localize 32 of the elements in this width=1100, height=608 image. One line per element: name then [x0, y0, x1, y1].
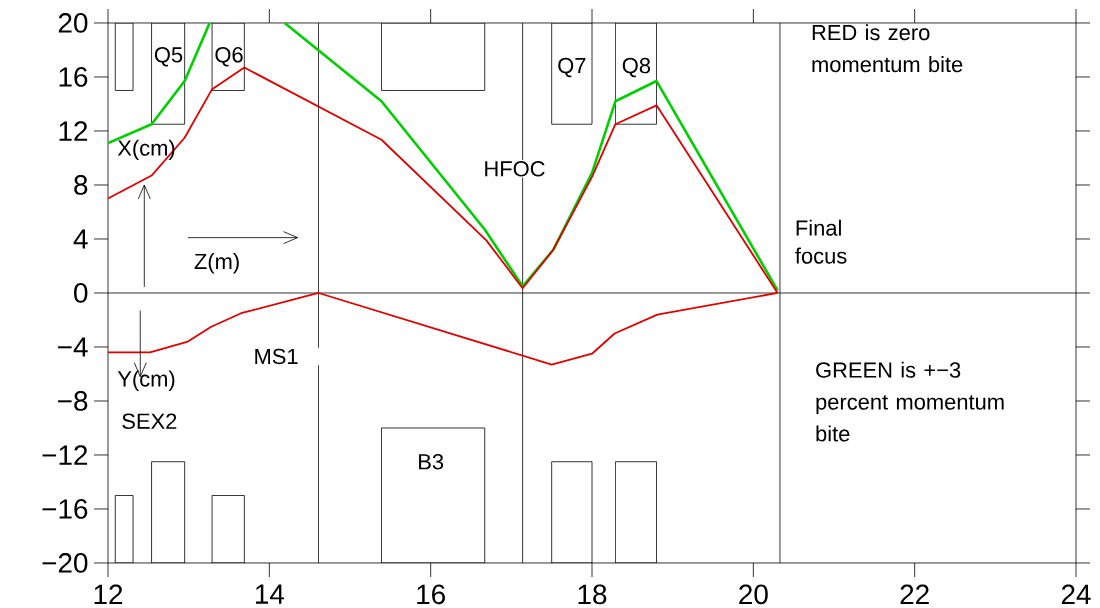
y-tick-label: −20 — [42, 553, 88, 573]
annotation: Z(m) — [194, 253, 239, 274]
x-tick-label: 22 — [900, 584, 929, 604]
ref-line-label: Final focus — [795, 219, 847, 264]
y-tick-label: 20 — [58, 13, 88, 33]
annotation: Q7 — [558, 57, 586, 78]
y-tick-label: 0 — [74, 283, 88, 303]
x-tick-label: 16 — [417, 584, 445, 605]
annotation: B3 — [419, 453, 444, 470]
x-tick-label: 24 — [1061, 584, 1091, 604]
annotation: X(cm) — [117, 139, 175, 161]
ref-line-label: MS1 — [255, 348, 298, 365]
ref-line-label: HFOC — [485, 161, 545, 177]
y-tick-label: 16 — [59, 67, 88, 87]
annotation: RED is zero momentum bite — [812, 24, 963, 73]
y-tick-label: −12 — [42, 445, 88, 465]
x-tick-label: 12 — [94, 584, 123, 604]
y-tick-label: 4 — [73, 229, 88, 249]
annotation: GREEN is +−3 percent momentum bite — [816, 361, 1004, 442]
y-tick-label: −4 — [58, 337, 88, 357]
annotation: SEX2 — [122, 413, 177, 429]
annotation: Q6 — [215, 47, 243, 67]
y-tick-label: −16 — [42, 499, 88, 519]
y-tick-label: −8 — [58, 391, 88, 411]
x-tick-label: 14 — [255, 584, 285, 604]
annotation: Q5 — [154, 47, 183, 67]
annotation: Y(cm) — [117, 370, 175, 391]
annotation: Q8 — [622, 57, 651, 78]
x-tick-label: 20 — [739, 584, 768, 605]
y-tick-label: 8 — [74, 175, 88, 195]
x-tick-label: 18 — [578, 584, 607, 605]
y-tick-label: 12 — [59, 121, 88, 141]
